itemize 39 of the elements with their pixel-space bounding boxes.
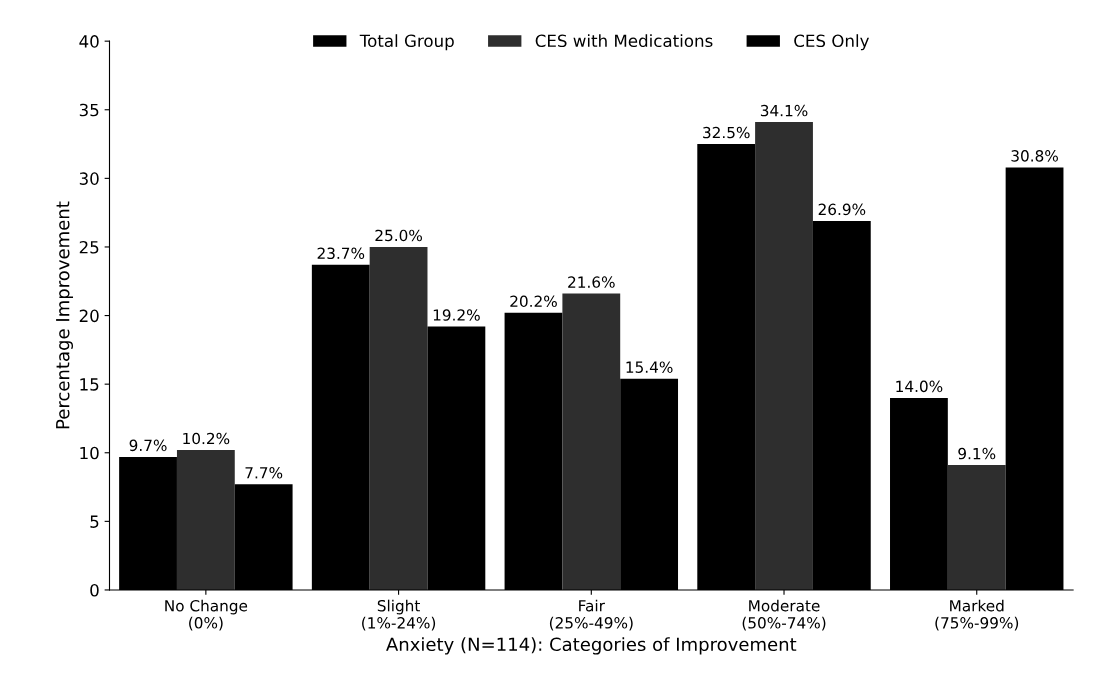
data-label: 15.4% (626, 361, 673, 373)
y-tick-label: 40 (79, 35, 99, 48)
data-label: 25.0% (375, 229, 422, 242)
data-label: 34.1% (760, 104, 808, 117)
data-label: 14.0% (896, 380, 943, 393)
x-tick-label: Fair (25%-49%) (549, 599, 633, 631)
bar (755, 122, 813, 590)
data-label: 32.5% (703, 126, 750, 139)
data-label: 23.7% (317, 247, 365, 260)
y-tick-label: 0 (90, 583, 99, 597)
legend-label: Total Group (359, 34, 454, 51)
bar (947, 465, 1006, 590)
data-label: 19.2% (433, 309, 480, 321)
x-tick-label: Marked (75%-99%) (935, 599, 1019, 631)
y-axis-title: Percentage Improvement (56, 201, 74, 429)
data-label: 9.1% (958, 447, 996, 460)
y-tick-label: 10 (80, 446, 99, 460)
y-tick-label: 15 (80, 378, 99, 391)
x-tick-label: Moderate (50%-74%) (742, 599, 826, 631)
bar (369, 246, 428, 590)
y-tick-label: 20 (79, 309, 99, 323)
bar (562, 293, 621, 590)
data-label: 21.6% (568, 276, 615, 288)
x-tick-label: No Change (0%) (165, 599, 248, 631)
data-label: 7.7% (245, 467, 283, 479)
y-tick-label: 25 (79, 240, 99, 254)
bar (176, 450, 235, 590)
x-tick-label: Slight (1%-24%) (362, 599, 436, 631)
data-label: 10.2% (183, 432, 230, 445)
data-label: 26.9% (818, 203, 866, 216)
legend-label: CES with Medications (535, 34, 713, 48)
x-axis-title: Anxiety (N=114): Categories of Improvement (386, 637, 797, 655)
legend-label: CES Only (794, 34, 869, 51)
y-tick-label: 30 (79, 172, 99, 185)
data-label: 30.8% (1011, 150, 1058, 162)
data-label: 20.2% (510, 295, 557, 308)
y-tick-label: 5 (90, 515, 99, 528)
data-label: 9.7% (129, 439, 167, 452)
y-tick-label: 35 (79, 103, 99, 117)
